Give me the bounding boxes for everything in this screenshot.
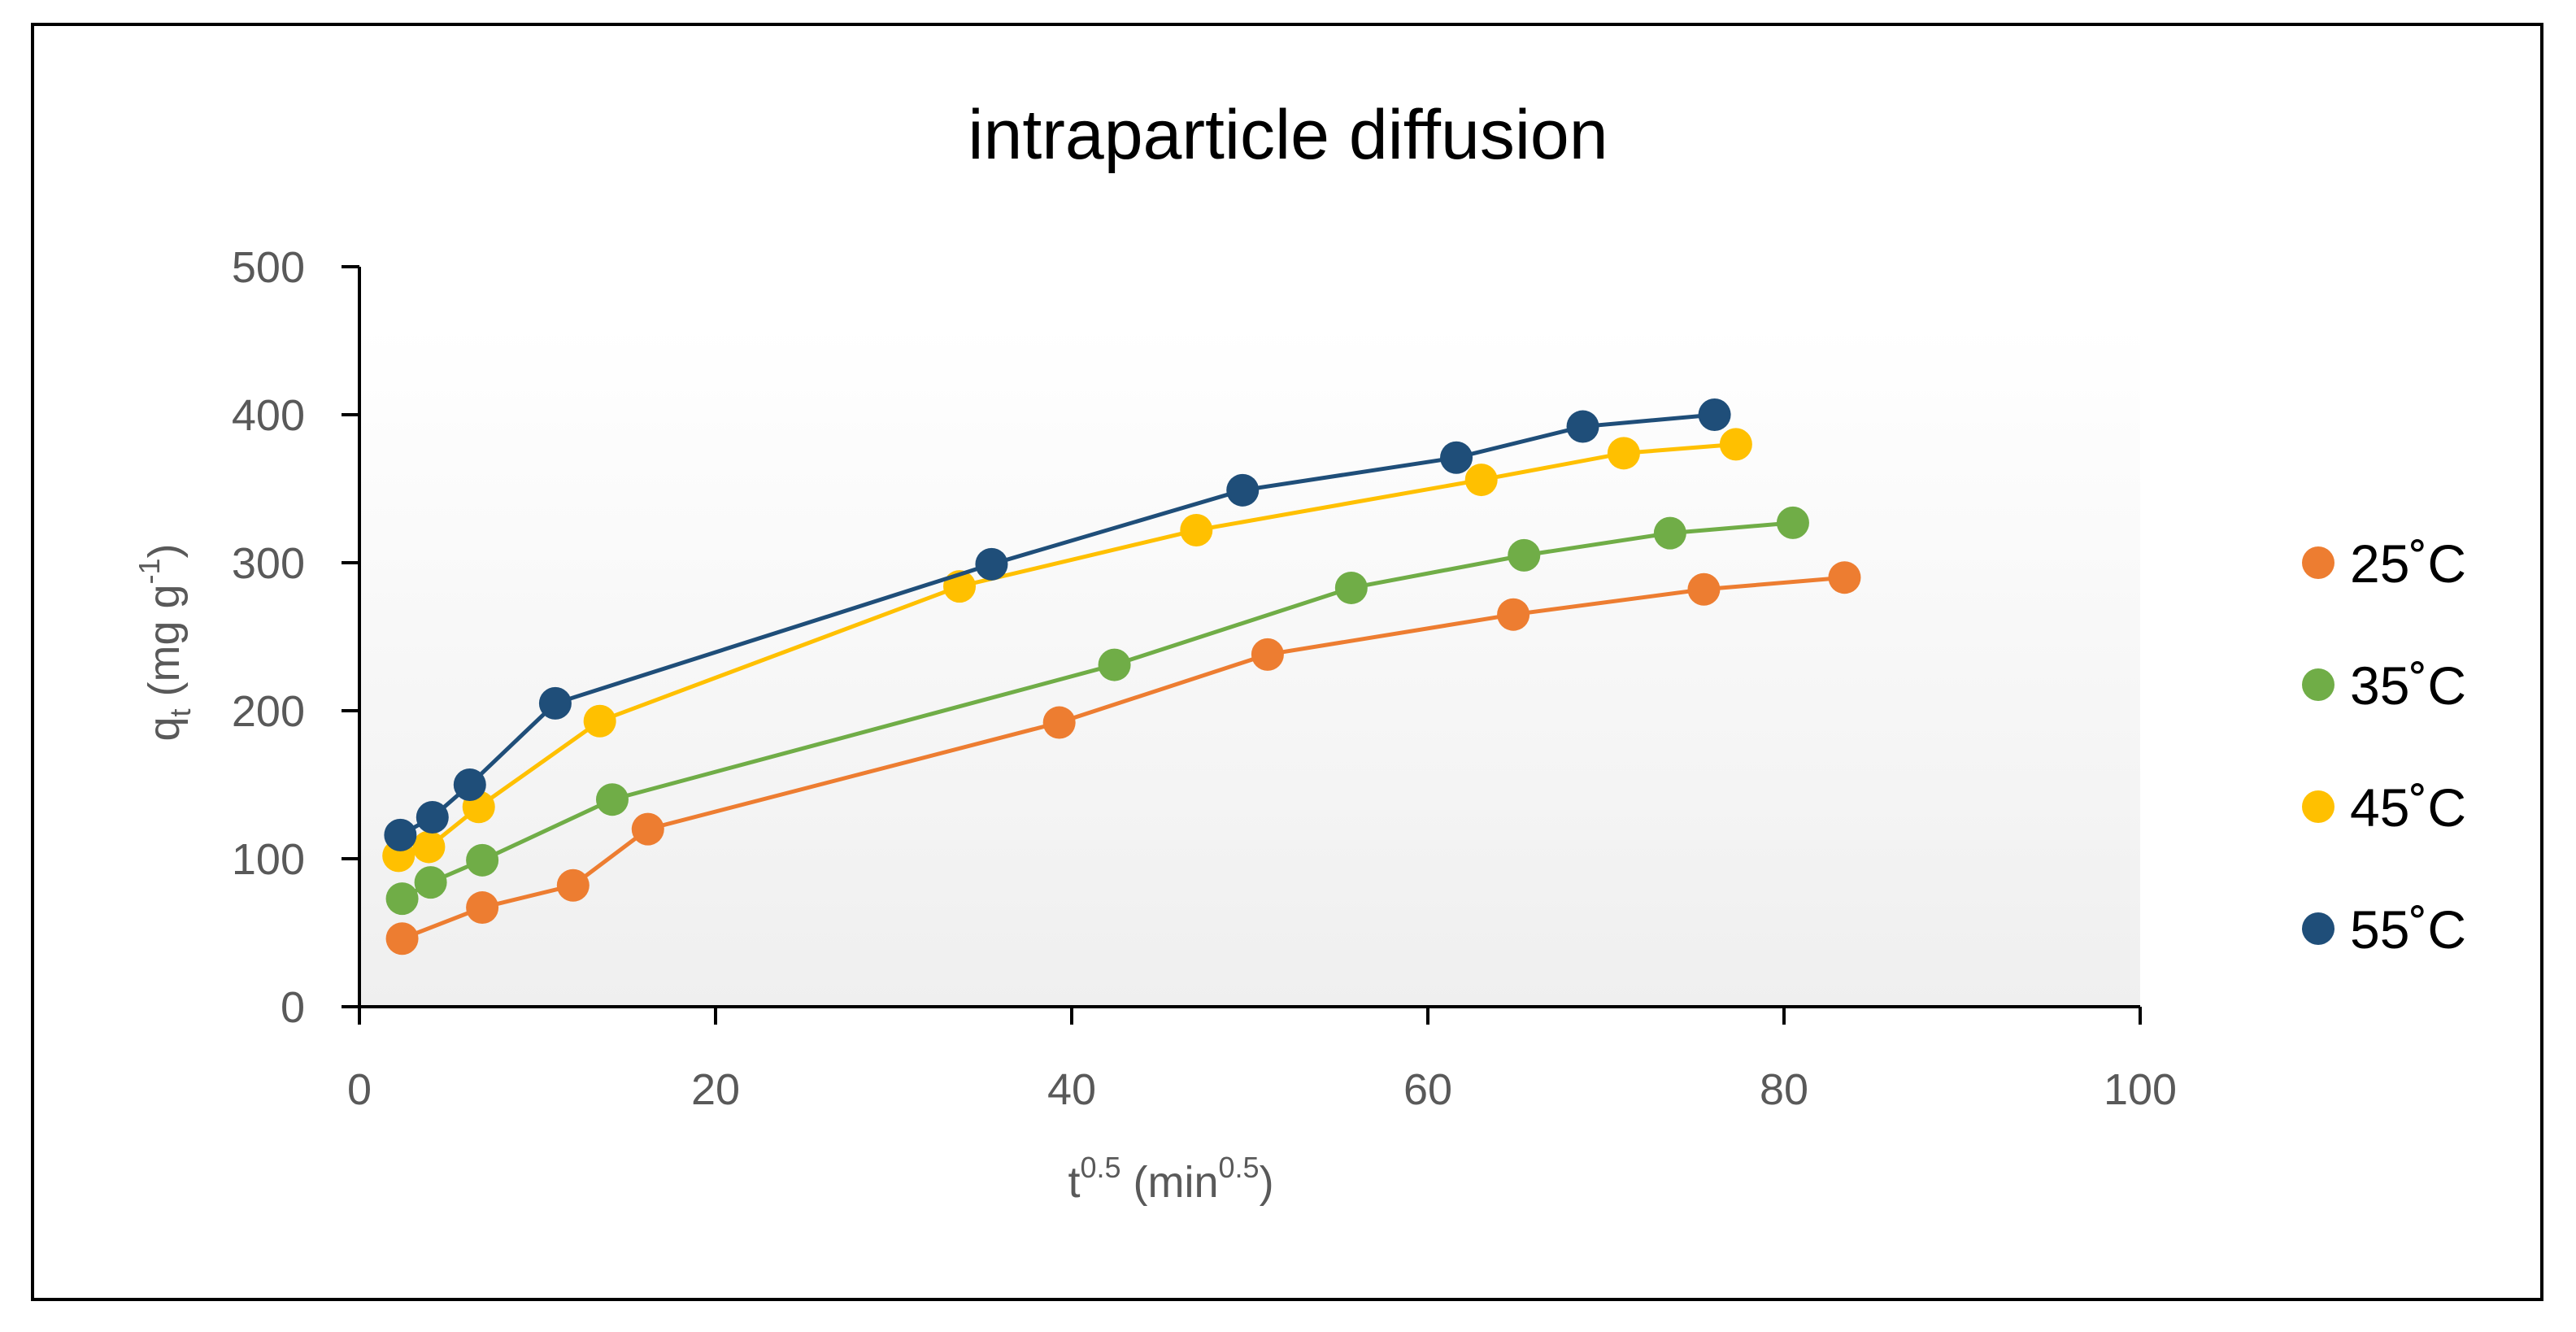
data-point xyxy=(538,686,572,720)
x-axis-title-sup: 0.5 xyxy=(1080,1151,1120,1184)
data-point xyxy=(1607,437,1640,470)
data-point xyxy=(1508,538,1541,572)
x-axis-title-rest: (min xyxy=(1121,1158,1219,1207)
legend: 25˚C 35˚C 45˚C 55˚C xyxy=(2302,533,2466,960)
data-point xyxy=(414,866,447,899)
data-point xyxy=(1719,428,1752,461)
y-ticks: 0 100 200 300 400 500 xyxy=(232,243,359,1032)
series-1 xyxy=(385,506,1809,916)
data-point xyxy=(556,868,590,902)
data-point xyxy=(416,801,449,834)
y-tick-label: 200 xyxy=(232,687,305,736)
data-point xyxy=(385,882,419,916)
data-point xyxy=(1334,571,1368,604)
data-point xyxy=(453,768,486,801)
series-2 xyxy=(382,428,1752,873)
data-point xyxy=(1226,473,1260,507)
data-point xyxy=(1653,516,1686,550)
data-point xyxy=(385,922,419,955)
legend-label: 35˚C xyxy=(2350,655,2466,716)
series-3 xyxy=(384,398,1731,851)
legend-label: 45˚C xyxy=(2350,777,2466,838)
legend-marker xyxy=(2302,546,2334,579)
data-point xyxy=(1251,638,1284,671)
data-point xyxy=(1180,513,1213,546)
series-0 xyxy=(385,561,1861,955)
data-point xyxy=(412,830,446,864)
y-axis-title-rest: (mg g xyxy=(140,584,189,708)
x-axis-title: t0.5 (min0.5) xyxy=(1068,1151,1273,1207)
legend-label: 55˚C xyxy=(2350,899,2466,960)
data-point xyxy=(1828,561,1861,594)
y-tick-label: 400 xyxy=(232,391,305,440)
data-point xyxy=(1440,441,1473,474)
legend-marker xyxy=(2302,668,2334,701)
data-point xyxy=(466,843,499,877)
series-layer xyxy=(382,398,1861,955)
y-axis-title-end: ) xyxy=(140,543,189,558)
y-tick-label: 300 xyxy=(232,539,305,588)
data-point xyxy=(1098,648,1131,681)
y-axis-title-sub: t xyxy=(163,708,197,716)
data-point xyxy=(1464,464,1498,497)
data-point xyxy=(466,891,499,925)
y-tick-label: 500 xyxy=(232,243,305,292)
data-point xyxy=(1566,410,1599,443)
data-point xyxy=(384,818,417,851)
y-axis-title-sup: -1 xyxy=(133,558,166,584)
x-tick-label: 20 xyxy=(691,1065,740,1114)
x-tick-label: 80 xyxy=(1760,1065,1808,1114)
legend-marker xyxy=(2302,912,2334,945)
y-tick-label: 100 xyxy=(232,835,305,884)
data-point xyxy=(631,812,664,846)
x-tick-label: 40 xyxy=(1047,1065,1096,1114)
x-axis-title-base: t xyxy=(1068,1158,1080,1207)
x-tick-label: 60 xyxy=(1403,1065,1452,1114)
x-ticks: 0 20 40 60 80 100 xyxy=(347,1007,2177,1114)
chart-title: intraparticle diffusion xyxy=(968,96,1608,174)
x-axis-title-sup2: 0.5 xyxy=(1219,1151,1260,1184)
x-tick-label: 0 xyxy=(347,1065,372,1114)
y-axis-title-base: q xyxy=(140,717,189,742)
x-tick-label: 100 xyxy=(2104,1065,2177,1114)
data-point xyxy=(1776,506,1809,539)
data-point xyxy=(595,783,629,816)
data-point xyxy=(1698,398,1731,431)
y-tick-label: 0 xyxy=(281,983,305,1032)
legend-marker xyxy=(2302,790,2334,823)
data-point xyxy=(1497,598,1530,631)
data-point xyxy=(1687,572,1721,606)
data-point xyxy=(583,704,616,738)
data-point xyxy=(975,547,1008,581)
legend-label: 25˚C xyxy=(2350,533,2466,594)
x-axis-title-end: ) xyxy=(1260,1158,1274,1207)
plot-area xyxy=(359,325,2140,1007)
y-axis-title: qt (mg g-1) xyxy=(133,543,197,741)
data-point xyxy=(1042,706,1076,739)
